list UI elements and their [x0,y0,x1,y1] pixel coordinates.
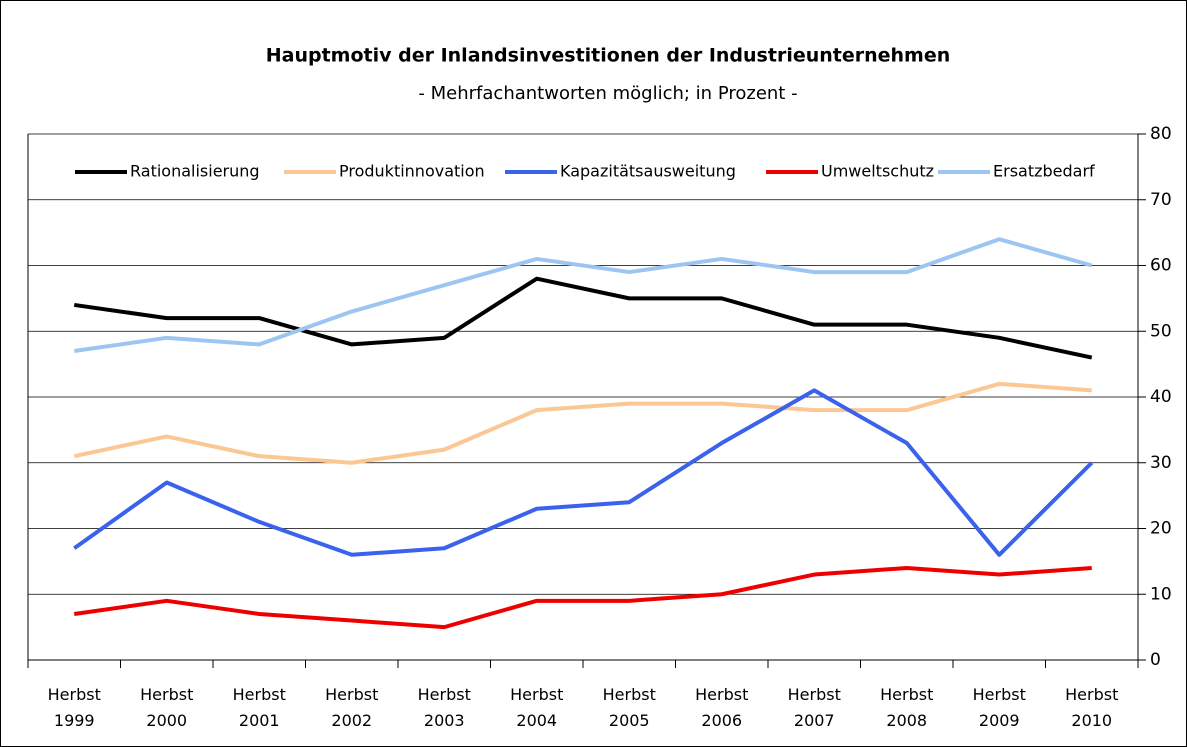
x-tick-label: Herbst 2007 [787,685,841,730]
y-tick-label: 0 [1150,650,1161,670]
y-tick-label: 50 [1150,321,1172,341]
x-tick-label: Herbst 2000 [140,685,194,730]
x-tick-label: Herbst 2008 [880,685,934,730]
y-tick-label: 80 [1150,124,1172,144]
y-tick-label: 70 [1150,190,1172,210]
y-tick-label: 60 [1150,256,1172,276]
legend-label: Umweltschutz [821,162,934,181]
x-tick-label: Herbst 2004 [510,685,564,730]
y-tick-label: 20 [1150,519,1172,539]
y-tick-label: 40 [1150,387,1172,407]
x-tick-label: Herbst 2005 [602,685,656,730]
series-line [73,237,1093,353]
x-tick-label: Herbst 2006 [695,685,749,730]
legend-label: Rationalisierung [130,162,260,181]
chart-title: Hauptmotiv der Inlandsinvestitionen der … [266,45,951,67]
legend-label: Produktinnovation [339,162,485,181]
y-tick-label: 30 [1150,453,1172,473]
legend-label: Ersatzbedarf [993,162,1095,181]
x-tick-label: Herbst 2009 [972,685,1026,730]
series-line [73,565,1092,630]
series-line [73,381,1092,465]
x-tick-label: Herbst 1999 [47,685,101,730]
x-tick-label: Herbst 2001 [232,685,286,730]
legend-label: Kapazitätsausweitung [560,162,736,181]
y-tick-label: 10 [1150,584,1172,604]
chart-subtitle: - Mehrfachantworten möglich; in Prozent … [418,83,797,104]
x-tick-label: Herbst 2010 [1065,685,1119,730]
x-tick-label: Herbst 2003 [417,685,471,730]
series-line [73,388,1094,557]
x-tick-label: Herbst 2002 [325,685,379,730]
series-line [73,276,1093,360]
